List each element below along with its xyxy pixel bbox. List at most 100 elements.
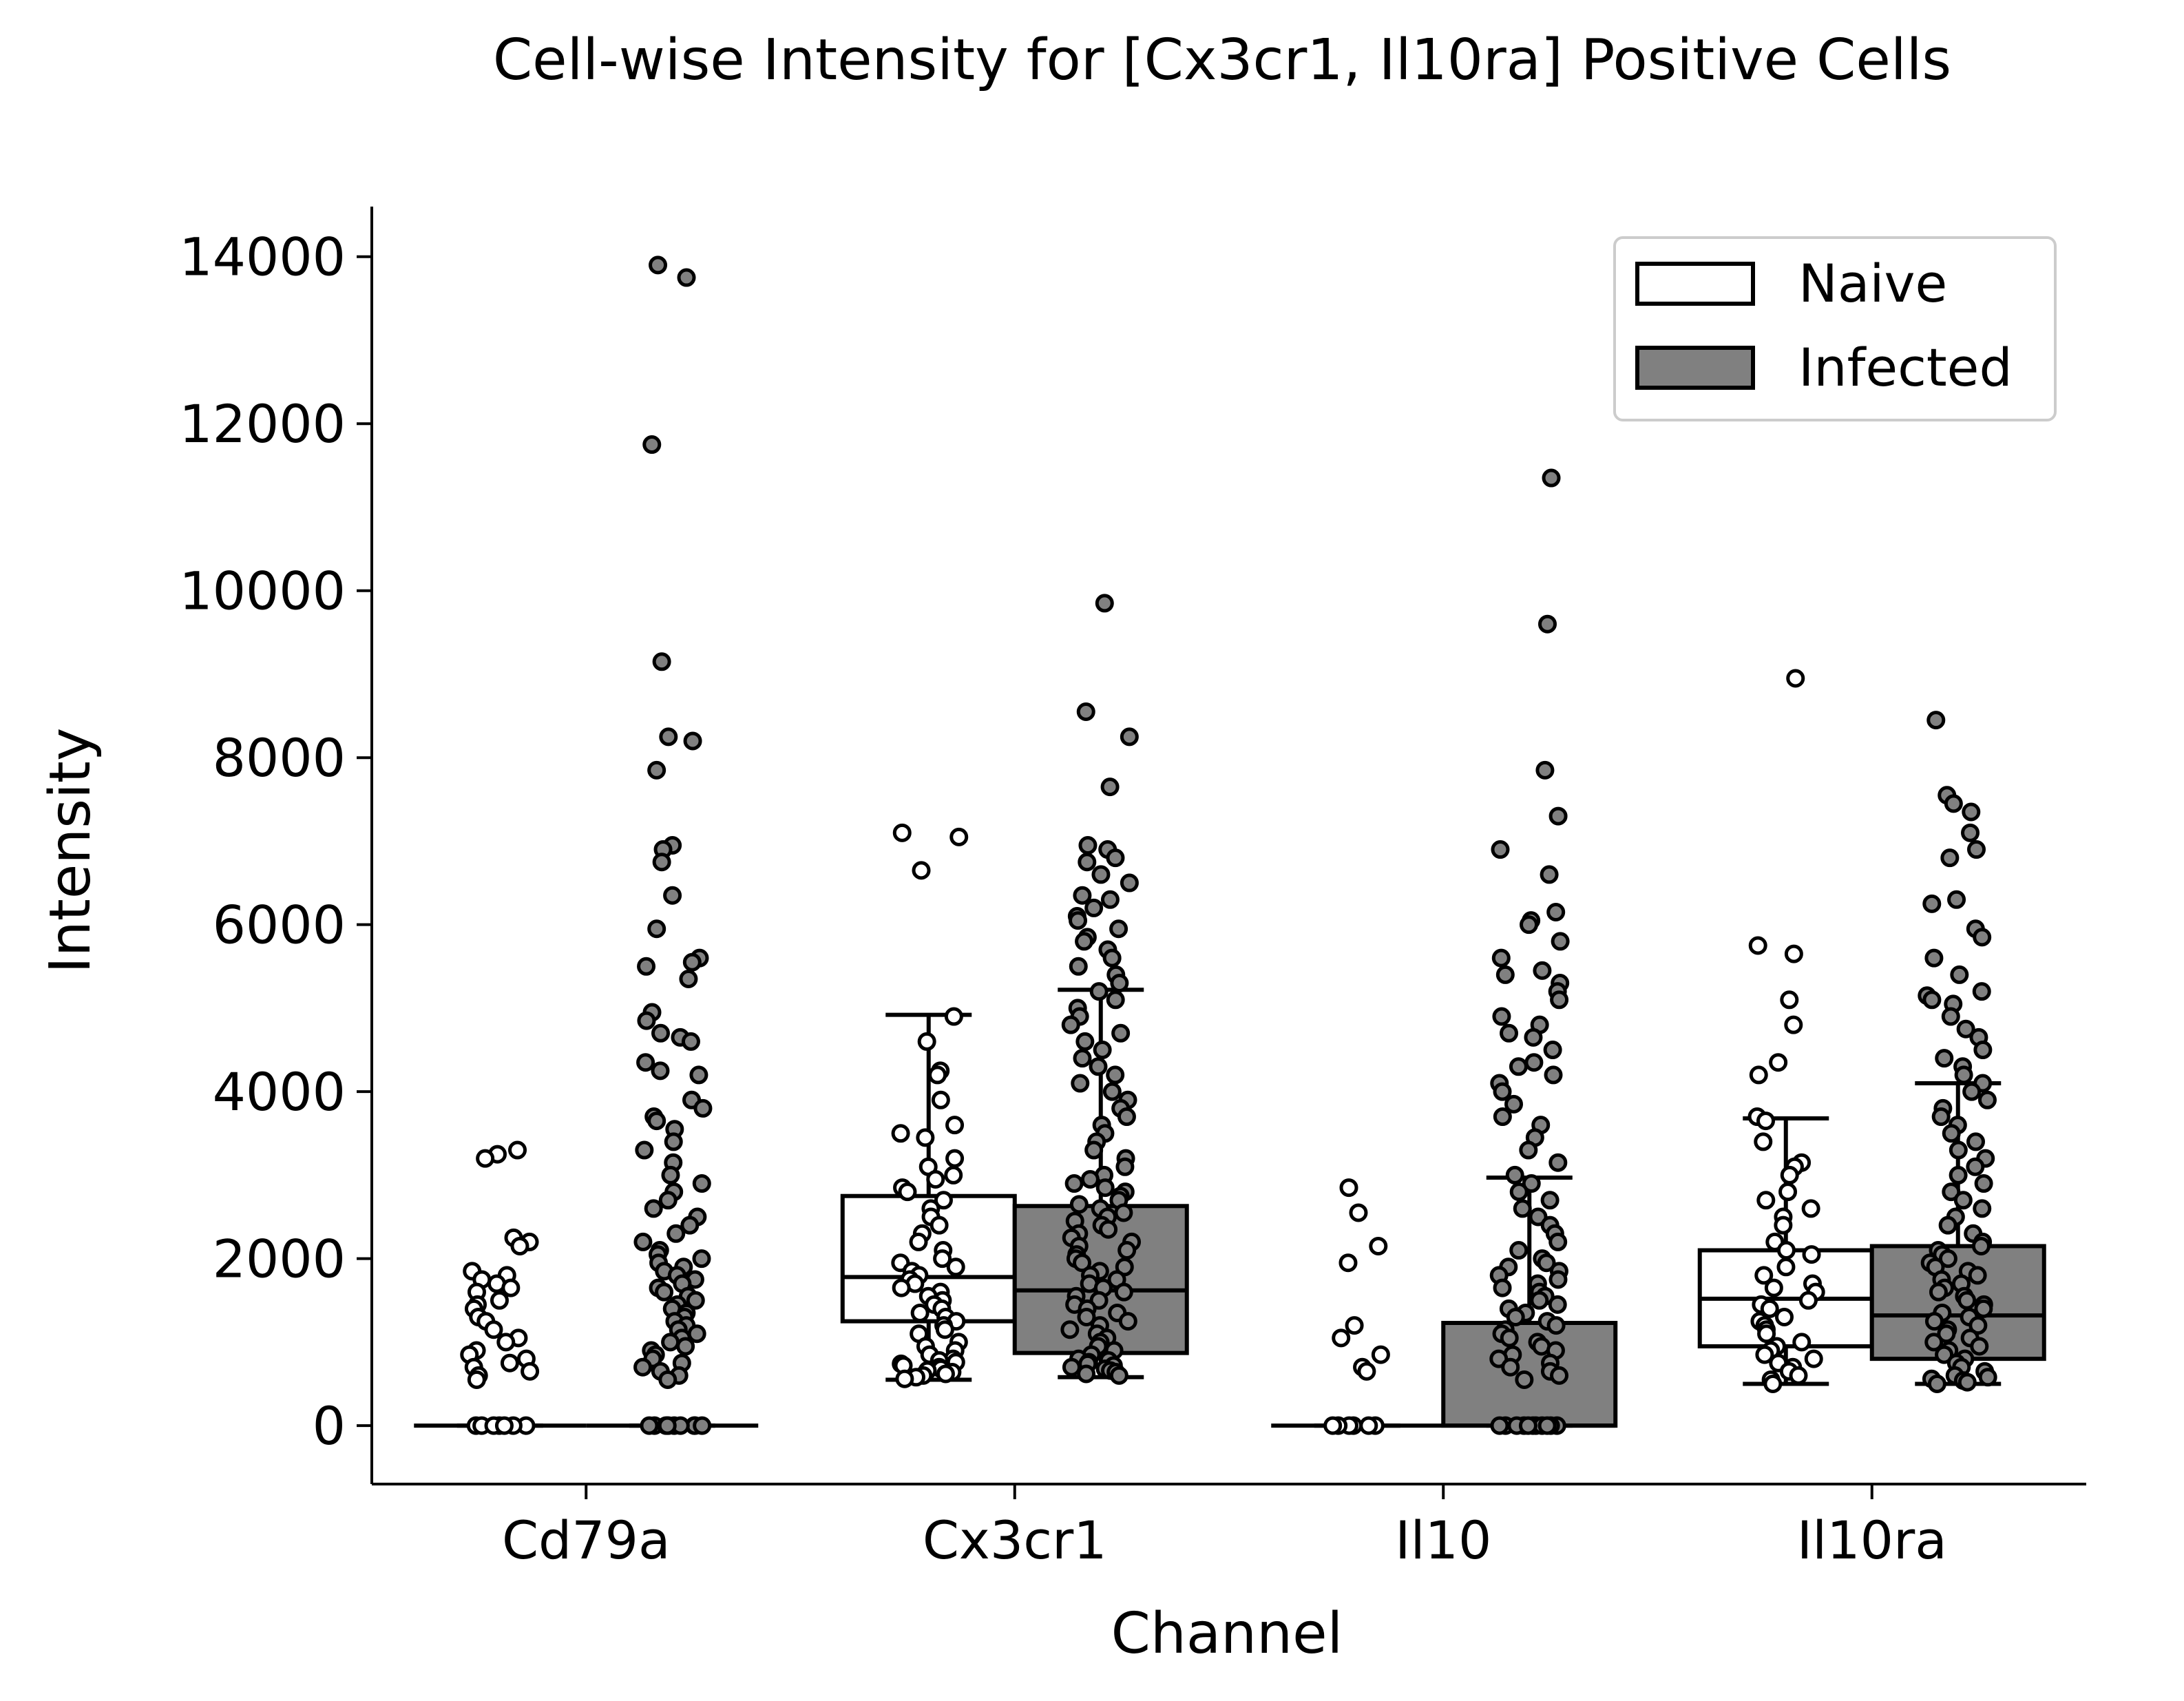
point-infected-il10ra-18 bbox=[1956, 1019, 1975, 1039]
point-naive-il10-12 bbox=[1323, 1416, 1343, 1435]
point-naive-il10ra-28 bbox=[1760, 1299, 1779, 1318]
point-infected-cx3cr1-42 bbox=[1084, 1140, 1104, 1160]
point-infected-il10-10 bbox=[1491, 948, 1511, 968]
point-naive-cd79a-0 bbox=[508, 1140, 527, 1160]
point-infected-il10-19 bbox=[1524, 1027, 1543, 1047]
point-infected-il10ra-62 bbox=[1924, 1312, 1944, 1331]
point-infected-il10ra-2 bbox=[1944, 794, 1963, 813]
point-infected-il10ra-79 bbox=[1957, 1373, 1977, 1392]
point-infected-cx3cr1-63 bbox=[1117, 1241, 1137, 1260]
point-infected-cx3cr1-2 bbox=[1120, 727, 1139, 747]
point-infected-il10-23 bbox=[1544, 1065, 1563, 1085]
y-tick-label-8000: 8000 bbox=[213, 727, 346, 789]
point-infected-il10ra-3 bbox=[1962, 802, 1981, 822]
point-infected-il10ra-23 bbox=[1954, 1065, 1973, 1085]
point-infected-cx3cr1-34 bbox=[1071, 1074, 1090, 1093]
point-infected-cd79a-33 bbox=[692, 1174, 711, 1193]
point-infected-cx3cr1-12 bbox=[1084, 898, 1104, 917]
point-infected-il10-43 bbox=[1537, 1253, 1556, 1273]
point-infected-cx3cr1-30 bbox=[1093, 1041, 1112, 1060]
point-naive-il10ra-6 bbox=[1749, 1065, 1768, 1085]
point-infected-cx3cr1-32 bbox=[1089, 1057, 1108, 1076]
point-infected-il10-18 bbox=[1500, 1023, 1519, 1043]
box-group-naive-cx3cr1 bbox=[840, 823, 1017, 1388]
box-group-naive-il10 bbox=[1271, 1178, 1444, 1435]
point-infected-cd79a-53 bbox=[686, 1291, 705, 1310]
point-infected-cx3cr1-99 bbox=[1109, 1366, 1128, 1385]
point-naive-il10ra-2 bbox=[1784, 944, 1803, 963]
y-tick-label-14000: 14000 bbox=[179, 227, 346, 288]
point-naive-il10ra-24 bbox=[1764, 1278, 1783, 1297]
point-naive-cx3cr1-17 bbox=[934, 1191, 953, 1210]
legend-label-infected: Infected bbox=[1798, 337, 2013, 398]
point-infected-cd79a-11 bbox=[647, 919, 666, 939]
point-naive-il10ra-0 bbox=[1786, 669, 1805, 688]
point-naive-cx3cr1-16 bbox=[898, 1182, 917, 1202]
point-infected-il10-68 bbox=[1501, 1357, 1520, 1377]
point-infected-cx3cr1-9 bbox=[1120, 873, 1139, 893]
point-infected-cd79a-77 bbox=[640, 1416, 659, 1435]
point-infected-il10-5 bbox=[1540, 865, 1559, 884]
point-naive-il10ra-42 bbox=[1789, 1366, 1808, 1385]
point-infected-il10ra-37 bbox=[1942, 1182, 1961, 1202]
y-tick-label-0: 0 bbox=[313, 1395, 346, 1457]
point-infected-il10-0 bbox=[1542, 468, 1561, 488]
x-axis-label: Channel bbox=[1111, 1601, 1343, 1667]
point-infected-il10ra-28 bbox=[1931, 1107, 1951, 1127]
point-infected-cd79a-27 bbox=[647, 1112, 666, 1131]
point-naive-cx3cr1-26 bbox=[946, 1258, 965, 1277]
point-infected-cx3cr1-24 bbox=[1106, 990, 1125, 1010]
point-infected-il10ra-20 bbox=[1973, 1041, 1993, 1060]
point-infected-il10ra-10 bbox=[1973, 928, 1992, 947]
point-naive-cx3cr1-9 bbox=[891, 1124, 910, 1143]
point-infected-il10ra-21 bbox=[1935, 1049, 1954, 1068]
point-infected-il10-49 bbox=[1493, 1278, 1512, 1297]
point-infected-il10-21 bbox=[1524, 1053, 1544, 1072]
point-infected-cd79a-4 bbox=[659, 727, 678, 747]
point-infected-cx3cr1-20 bbox=[1069, 957, 1088, 976]
point-infected-il10-32 bbox=[1505, 1165, 1524, 1185]
point-infected-il10ra-35 bbox=[1949, 1165, 1968, 1185]
point-infected-cd79a-36 bbox=[644, 1199, 663, 1218]
point-infected-cx3cr1-48 bbox=[1095, 1178, 1115, 1198]
point-infected-il10-1 bbox=[1537, 614, 1557, 634]
x-tick-label-cd79a: Cd79a bbox=[502, 1510, 671, 1571]
point-infected-il10-2 bbox=[1535, 760, 1555, 780]
point-infected-cd79a-20 bbox=[681, 1032, 700, 1051]
point-infected-il10ra-32 bbox=[1949, 1140, 1968, 1160]
point-infected-cd79a-17 bbox=[637, 1011, 656, 1030]
point-infected-cd79a-64 bbox=[676, 1337, 695, 1356]
point-infected-il10ra-67 bbox=[1924, 1333, 1944, 1352]
y-tick-label-2000: 2000 bbox=[213, 1229, 346, 1290]
point-infected-cx3cr1-33 bbox=[1106, 1065, 1125, 1085]
point-infected-il10ra-15 bbox=[1922, 990, 1942, 1010]
point-infected-il10ra-57 bbox=[1957, 1291, 1977, 1310]
point-naive-il10ra-21 bbox=[1776, 1258, 1796, 1277]
point-naive-il10ra-3 bbox=[1780, 990, 1799, 1010]
point-naive-cx3cr1-41 bbox=[935, 1320, 954, 1339]
point-infected-il10ra-0 bbox=[1926, 711, 1946, 730]
point-infected-il10ra-26 bbox=[1977, 1090, 1997, 1109]
point-naive-cx3cr1-1 bbox=[949, 827, 969, 846]
point-naive-cx3cr1-14 bbox=[926, 1169, 945, 1189]
point-naive-il10ra-22 bbox=[1754, 1266, 1774, 1285]
point-naive-cx3cr1-13 bbox=[944, 1165, 963, 1185]
point-infected-cx3cr1-15 bbox=[1109, 919, 1128, 939]
box-group-infected-il10ra bbox=[1869, 711, 2046, 1394]
point-infected-il10-30 bbox=[1519, 1140, 1538, 1160]
point-naive-cx3cr1-31 bbox=[892, 1278, 911, 1297]
point-infected-il10ra-4 bbox=[1961, 823, 1980, 842]
point-naive-cx3cr1-3 bbox=[944, 1007, 963, 1026]
point-naive-il10ra-26 bbox=[1798, 1291, 1818, 1310]
point-naive-cx3cr1-0 bbox=[892, 823, 912, 842]
point-infected-il10-11 bbox=[1533, 961, 1552, 980]
point-naive-cx3cr1-59 bbox=[895, 1369, 914, 1388]
point-infected-il10-12 bbox=[1495, 965, 1515, 984]
point-infected-il10ra-6 bbox=[1940, 848, 1960, 868]
point-naive-cd79a-23 bbox=[500, 1353, 519, 1373]
point-naive-il10-8 bbox=[1357, 1361, 1376, 1381]
point-naive-il10-14 bbox=[1359, 1416, 1378, 1435]
point-infected-il10ra-80 bbox=[1927, 1375, 1946, 1394]
point-naive-il10ra-17 bbox=[1774, 1215, 1793, 1235]
